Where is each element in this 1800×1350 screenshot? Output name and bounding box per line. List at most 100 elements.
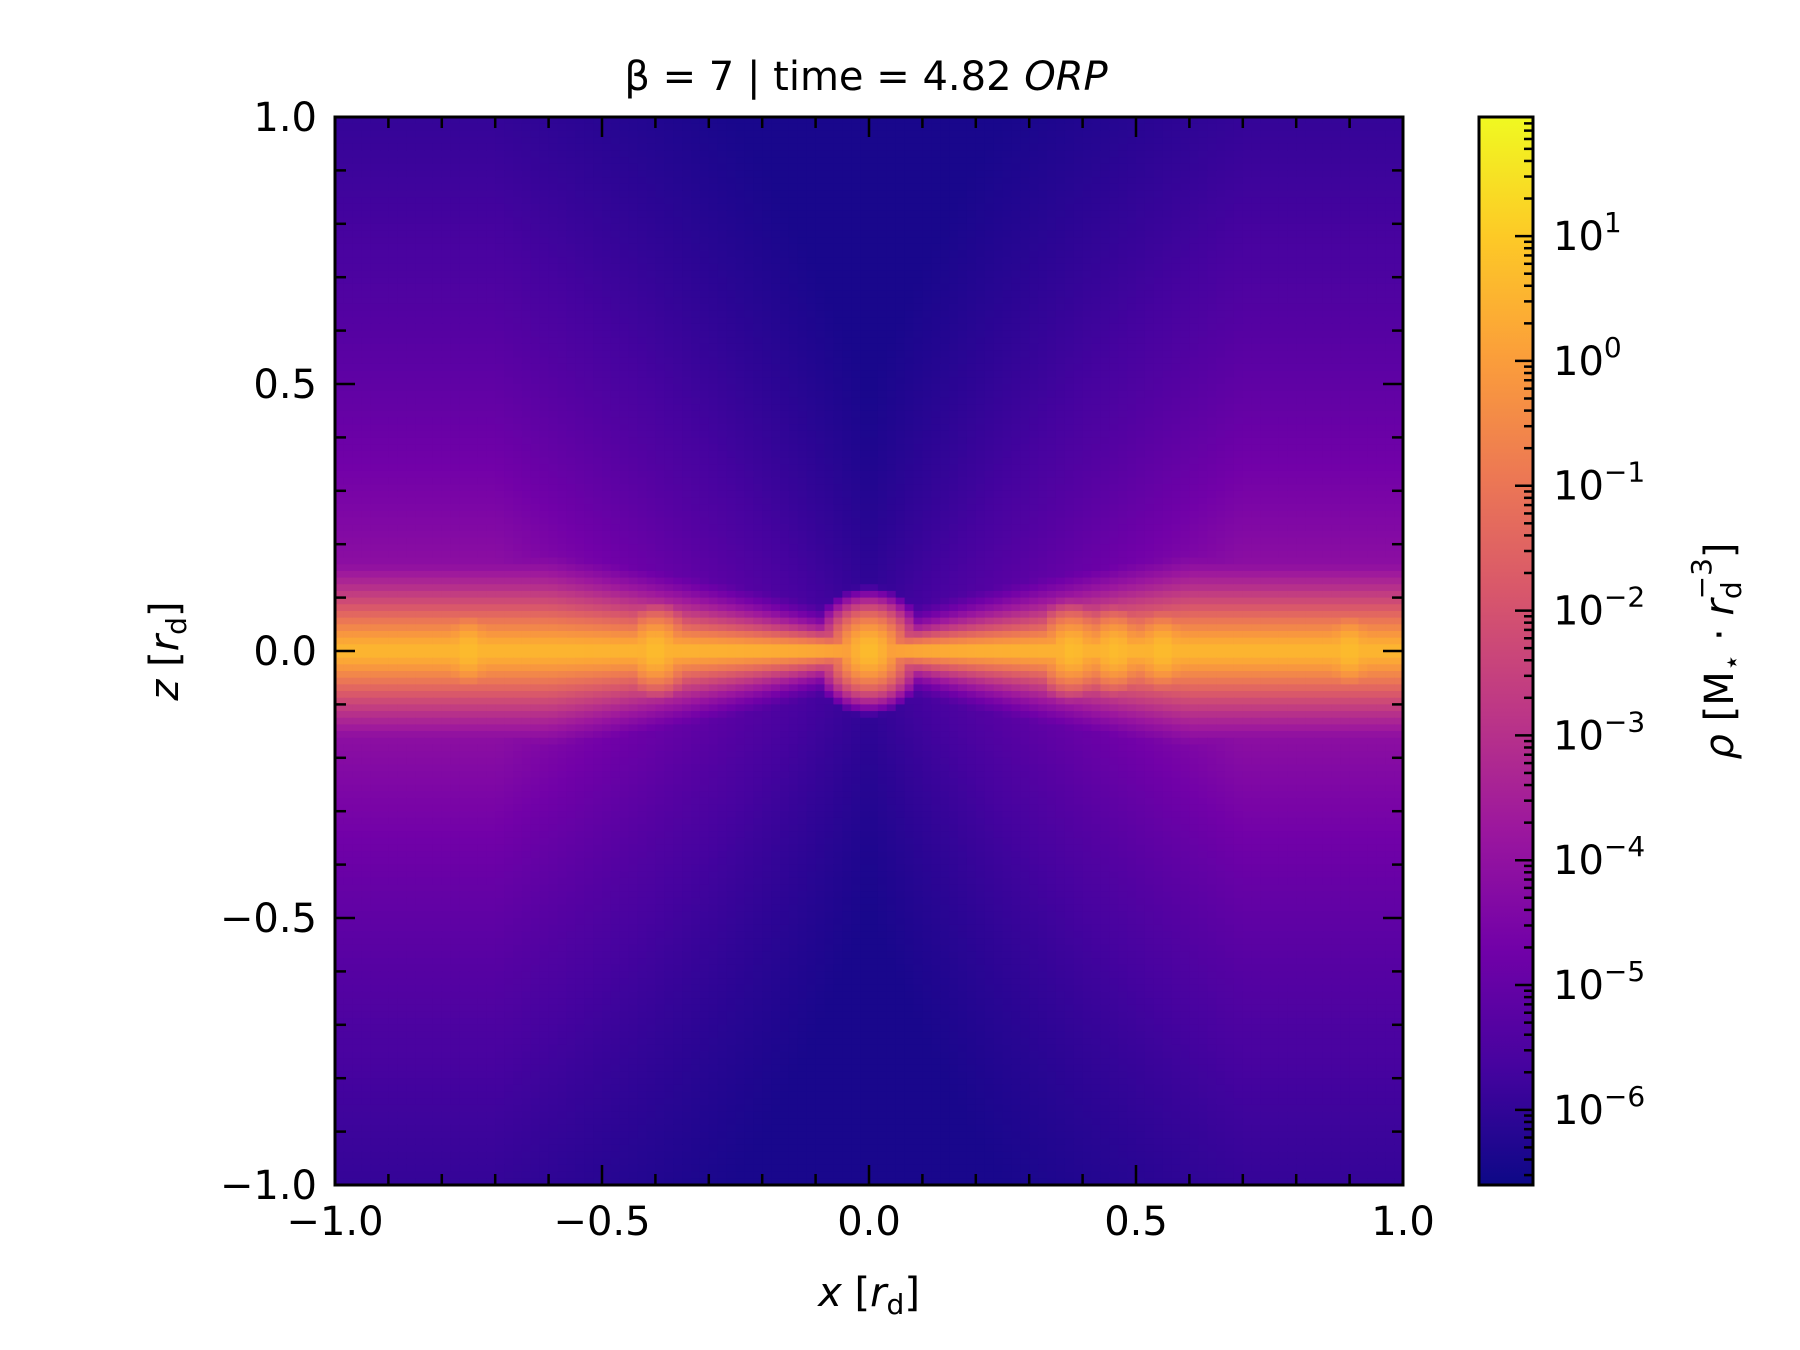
heatmap-cell (931, 150, 941, 157)
heatmap-cell (424, 251, 434, 258)
heatmap-cell (887, 337, 897, 344)
heatmap-cell (1056, 257, 1066, 264)
heatmap-cell (896, 150, 906, 157)
heatmap-cell (949, 217, 959, 224)
heatmap-cell (397, 331, 407, 338)
heatmap-cell (851, 177, 861, 184)
heatmap-cell (1225, 377, 1235, 384)
heatmap-cell (1350, 337, 1360, 344)
heatmap-cell (682, 237, 692, 244)
heatmap-cell (344, 257, 354, 264)
heatmap-cell (1145, 204, 1155, 211)
heatmap-cell (647, 324, 657, 331)
heatmap-cell (1172, 230, 1182, 237)
heatmap-cell (1341, 244, 1351, 251)
heatmap-cell (1029, 277, 1039, 284)
heatmap-cell (958, 150, 968, 157)
heatmap-cell (380, 230, 390, 237)
heatmap-cell (388, 277, 398, 284)
heatmap-cell (1154, 271, 1164, 278)
heatmap-cell (1252, 224, 1262, 231)
heatmap-cell (878, 311, 888, 318)
heatmap-cell (736, 184, 746, 191)
heatmap-cell (1234, 297, 1244, 304)
heatmap-cell (1127, 210, 1137, 217)
heatmap-cell (1216, 311, 1226, 318)
heatmap-cell (896, 291, 906, 298)
heatmap-cell (1323, 177, 1333, 184)
heatmap-cell (940, 204, 950, 211)
heatmap-cell (522, 237, 532, 244)
heatmap-cell (816, 204, 826, 211)
heatmap-cell (1350, 251, 1360, 258)
heatmap-cell (406, 271, 416, 278)
heatmap-cell (922, 384, 932, 391)
heatmap-cell (1100, 304, 1110, 311)
heatmap-cell (1029, 257, 1039, 264)
heatmap-cell (495, 264, 505, 271)
heatmap-cell (833, 297, 843, 304)
heatmap-cell (566, 264, 576, 271)
heatmap-cell (531, 230, 541, 237)
heatmap-cell (673, 130, 683, 137)
heatmap-cell (860, 137, 870, 144)
heatmap-cell (816, 277, 826, 284)
heatmap-cell (575, 284, 585, 291)
heatmap-cell (1163, 317, 1173, 324)
heatmap-cell (638, 304, 648, 311)
heatmap-cell (1323, 130, 1333, 137)
heatmap-cell (1074, 251, 1084, 258)
heatmap-cell (593, 351, 603, 358)
heatmap-cell (816, 357, 826, 364)
heatmap-cell (1145, 184, 1155, 191)
heatmap-cell (967, 304, 977, 311)
heatmap-cell (736, 377, 746, 384)
heatmap-cell (709, 144, 719, 151)
heatmap-cell (460, 391, 470, 398)
heatmap-cell (816, 391, 826, 398)
heatmap-cell (922, 164, 932, 171)
heatmap-cell (727, 304, 737, 311)
heatmap-cell (1270, 324, 1280, 331)
heatmap-cell (611, 124, 621, 131)
heatmap-cell (682, 190, 692, 197)
heatmap-cell (1163, 130, 1173, 137)
heatmap-cell (566, 164, 576, 171)
heatmap-cell (1003, 284, 1013, 291)
heatmap-cell (1234, 284, 1244, 291)
heatmap-cell (593, 264, 603, 271)
heatmap-cell (1323, 237, 1333, 244)
heatmap-cell (540, 304, 550, 311)
heatmap-cell (1198, 177, 1208, 184)
heatmap-cell (655, 197, 665, 204)
heatmap-cell (655, 277, 665, 284)
heatmap-cell (1367, 331, 1377, 338)
heatmap-cell (460, 297, 470, 304)
heatmap-cell (851, 144, 861, 151)
heatmap-cell (433, 264, 443, 271)
heatmap-cell (1056, 197, 1066, 204)
heatmap-cell (789, 311, 799, 318)
heatmap-cell (1154, 170, 1164, 177)
heatmap-cell (789, 251, 799, 258)
heatmap-cell (1029, 190, 1039, 197)
heatmap-cell (1385, 130, 1395, 137)
heatmap-cell (976, 391, 986, 398)
heatmap-cell (1270, 244, 1280, 251)
heatmap-cell (1225, 251, 1235, 258)
heatmap-cell (958, 344, 968, 351)
heatmap-cell (566, 384, 576, 391)
heatmap-cell (744, 204, 754, 211)
heatmap-cell (842, 210, 852, 217)
heatmap-cell (771, 344, 781, 351)
heatmap-cell (896, 284, 906, 291)
heatmap-cell (958, 364, 968, 371)
heatmap-cell (1003, 130, 1013, 137)
heatmap-cell (1278, 257, 1288, 264)
heatmap-cell (869, 304, 879, 311)
heatmap-cell (994, 264, 1004, 271)
heatmap-cell (1011, 297, 1021, 304)
heatmap-cell (878, 291, 888, 298)
heatmap-cell (682, 337, 692, 344)
heatmap-cell (673, 170, 683, 177)
